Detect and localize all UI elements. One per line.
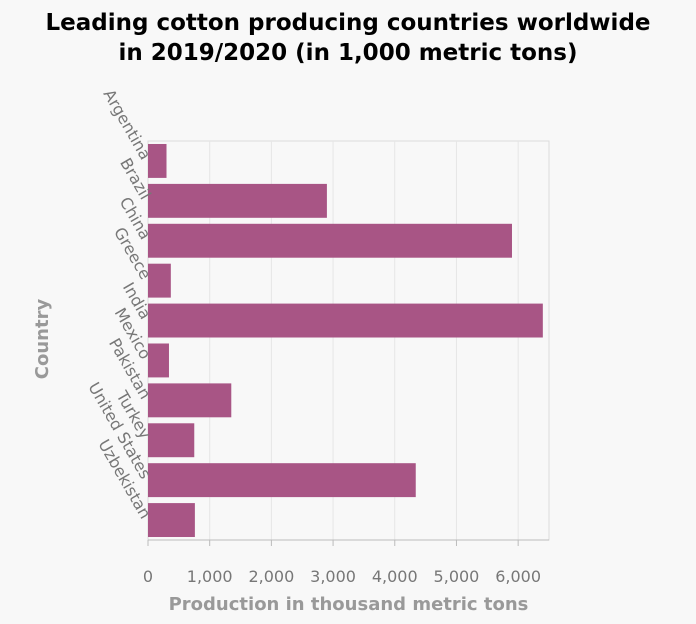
chart-title: Leading cotton producing countries world… [0, 8, 696, 68]
x-tick-label: 4,000 [372, 567, 418, 586]
bar-turkey [148, 423, 195, 458]
bar-united-states [148, 463, 416, 498]
bar-india [148, 303, 543, 338]
bar-brazil [148, 183, 327, 218]
bar-china [148, 223, 512, 258]
x-tick-label: 0 [143, 567, 153, 586]
chart-title-line-1: Leading cotton producing countries world… [45, 10, 651, 36]
x-tick-label: 3,000 [310, 567, 356, 586]
bars [148, 143, 543, 538]
bar-uzbekistan [148, 503, 195, 538]
x-tick-label: 2,000 [248, 567, 294, 586]
x-axis-tick-labels: 0 1,000 2,000 3,000 4,000 5,000 6,000 [143, 540, 541, 586]
x-tick-label: 6,000 [495, 567, 541, 586]
y-axis-title: Country [32, 299, 53, 380]
bar-mexico [148, 343, 169, 378]
x-tick-label: 5,000 [434, 567, 480, 586]
x-axis-title: Production in thousand metric tons [169, 594, 529, 615]
bar-argentina [148, 143, 167, 178]
bar-greece [148, 263, 171, 298]
y-tick-label: Argentina [100, 86, 155, 163]
chart-title-line-2: in 2019/2020 (in 1,000 metric tons) [118, 40, 578, 66]
x-tick-label: 1,000 [187, 567, 233, 586]
bar-pakistan [148, 383, 232, 418]
y-axis-tick-labels: ArgentinaBrazilChinaGreeceIndiaMexicoPak… [84, 86, 155, 522]
